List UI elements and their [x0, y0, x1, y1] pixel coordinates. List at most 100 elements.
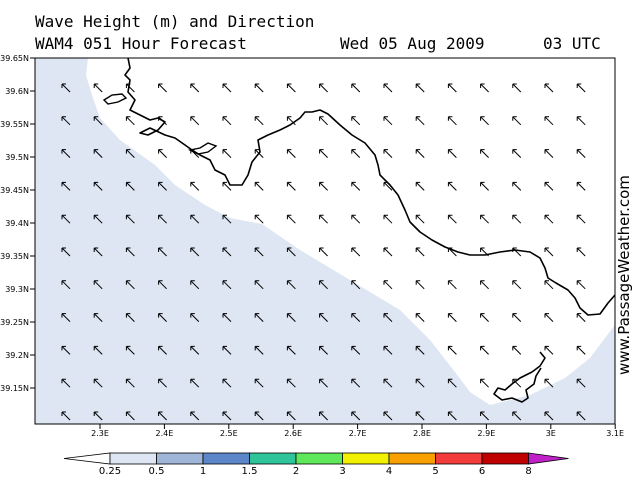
wave-arrow — [544, 346, 554, 355]
wave-arrow-head — [576, 247, 582, 252]
wave-arrow-head — [415, 116, 421, 121]
wave-arrow-head — [158, 378, 163, 384]
wave-arrow-head — [576, 280, 582, 285]
wave-arrow-head — [319, 378, 324, 384]
wave-arrow — [448, 214, 457, 224]
wave-arrow-head — [158, 116, 163, 121]
longitude-label: 3E — [546, 429, 556, 438]
wave-arrow — [222, 346, 232, 355]
latitude-label: 39.6N — [5, 87, 29, 96]
wave-arrow — [190, 378, 200, 388]
wave-arrow — [448, 247, 457, 257]
wave-arrow-head — [415, 83, 421, 88]
wave-arrow — [480, 411, 489, 421]
wave-arrow — [93, 83, 103, 93]
wave-arrow-head — [512, 149, 517, 154]
wave-arrow — [287, 83, 296, 93]
wave-arrow-head — [480, 116, 485, 121]
wave-arrow-head — [447, 280, 453, 285]
wave-arrow-head — [190, 181, 195, 187]
wave-arrow-head — [93, 411, 99, 416]
wave-arrow-head — [61, 378, 66, 384]
wave-arrow — [351, 83, 361, 93]
legend-high-end — [528, 452, 569, 465]
wave-arrow — [576, 280, 586, 290]
wave-arrow-head — [286, 83, 292, 88]
wave-arrow — [126, 411, 135, 421]
wave-arrow — [222, 214, 232, 224]
wave-arrow-head — [125, 214, 131, 220]
wave-arrow-head — [190, 149, 195, 154]
wave-arrow — [351, 280, 361, 290]
legend-label: 0.5 — [149, 466, 165, 477]
wave-arrow — [93, 182, 103, 191]
legend-swatch — [109, 452, 157, 465]
wave-arrow — [480, 214, 489, 224]
wave-arrow-head — [93, 280, 99, 285]
wave-arrow-head — [351, 378, 356, 384]
wave-arrow-head — [190, 280, 195, 285]
wave-arrow — [544, 182, 554, 191]
legend-label: 1.5 — [242, 466, 258, 477]
wave-arrow — [254, 182, 264, 191]
wave-arrow-head — [286, 214, 292, 220]
wave-arrow-head — [512, 411, 517, 416]
wave-arrow — [319, 280, 328, 290]
wave-arrow-head — [61, 214, 66, 220]
wave-arrow — [222, 313, 232, 322]
wave-arrow — [544, 116, 554, 126]
wave-arrow — [254, 116, 264, 126]
wave-arrow — [254, 411, 264, 421]
wave-arrow-head — [544, 280, 549, 285]
wave-arrow — [222, 149, 232, 158]
wave-arrow-head — [93, 83, 99, 88]
wave-arrow-head — [383, 247, 388, 252]
wave-arrow — [480, 378, 489, 388]
wave-arrow-head — [222, 116, 227, 121]
wave-arrow-head — [93, 378, 99, 384]
wave-arrow — [61, 149, 71, 158]
wave-arrow — [512, 182, 522, 191]
longitude-label: 2.5E — [220, 429, 238, 438]
wave-arrow-head — [222, 214, 227, 220]
wave-arrow — [254, 214, 264, 224]
wave-arrow — [415, 313, 425, 322]
wave-arrow-head — [351, 181, 356, 187]
wave-arrow — [287, 116, 296, 126]
wave-arrow-head — [125, 411, 131, 416]
wave-arrow-head — [158, 345, 163, 351]
wave-arrow — [93, 149, 103, 158]
wave-arrow — [158, 149, 167, 158]
latitude-label: 39.55N — [0, 120, 29, 129]
longitude-label: 2.6E — [284, 429, 302, 438]
wave-arrow — [158, 378, 167, 388]
wave-arrow — [222, 411, 232, 421]
wave-arrow — [576, 182, 586, 191]
wave-arrow — [222, 116, 232, 126]
wave-arrow-head — [576, 345, 582, 351]
wave-arrow-head — [319, 181, 324, 187]
latitude-label: 39.65N — [0, 54, 29, 63]
wave-arrow-head — [383, 378, 388, 384]
wave-arrow-head — [190, 378, 195, 384]
wave-arrow-head — [351, 280, 356, 285]
wave-arrow-head — [254, 181, 260, 187]
wave-arrow-head — [254, 280, 260, 285]
wave-arrow-head — [93, 149, 99, 154]
wave-arrow — [576, 313, 586, 322]
wave-arrow-head — [286, 378, 292, 384]
wave-arrow — [287, 346, 296, 355]
wave-arrow-head — [222, 149, 227, 154]
wave-arrow — [126, 313, 135, 322]
wave-arrow — [254, 378, 264, 388]
wave-arrow — [512, 247, 522, 257]
legend-label: 6 — [479, 466, 485, 477]
wave-arrow-head — [415, 214, 421, 220]
wave-arrow-head — [319, 247, 324, 252]
wave-arrow — [319, 83, 328, 93]
wave-arrow — [319, 149, 328, 158]
wave-arrow — [383, 116, 393, 126]
wave-arrow — [544, 214, 554, 224]
wave-arrow-head — [351, 83, 356, 88]
latitude-label: 39.45N — [0, 186, 29, 195]
